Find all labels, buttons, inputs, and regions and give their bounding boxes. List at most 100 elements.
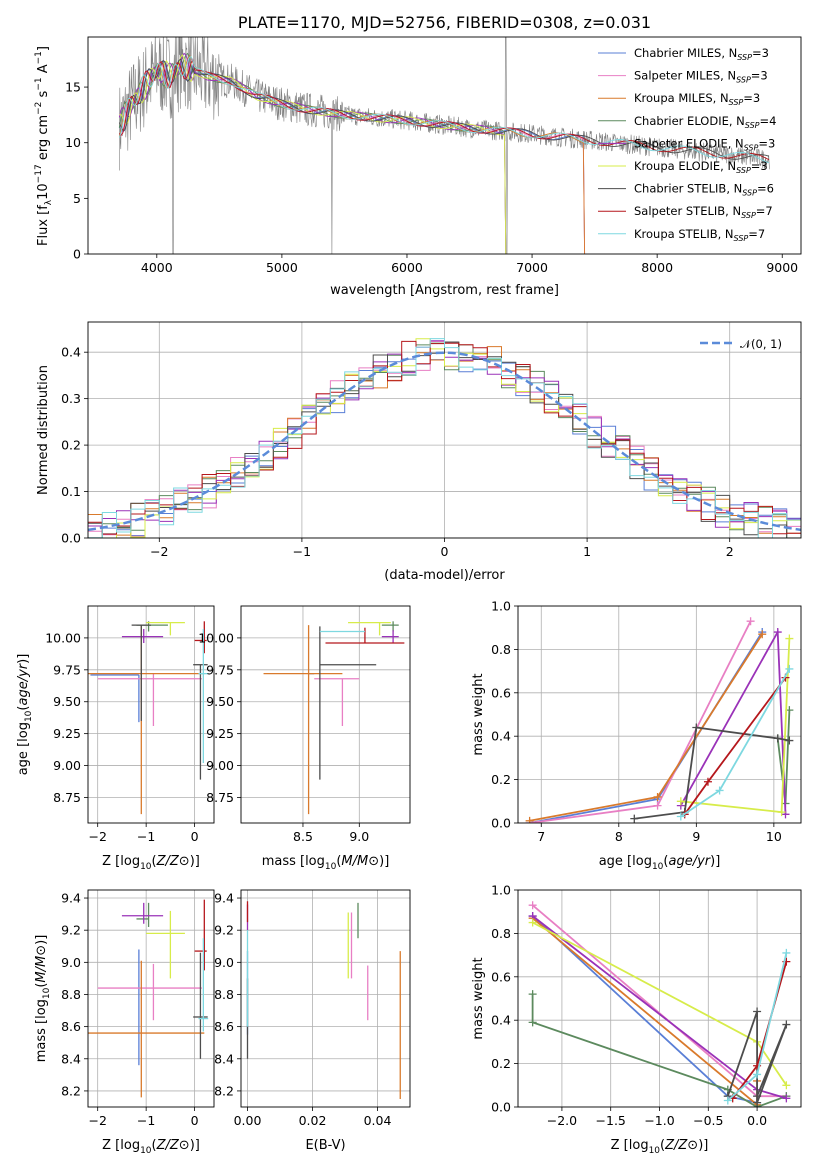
label-sub: 10 [325, 862, 337, 872]
y-tick-label: 0.2 [491, 772, 511, 787]
mass-weight-line [531, 915, 758, 1104]
legend-name: Chabrier MILES, N [634, 46, 737, 60]
y-tick-label: 9.25 [206, 726, 234, 741]
x-tick-label: 2 [726, 544, 734, 559]
legend-sub: SSP [737, 53, 752, 62]
y-tick-label: 8.2 [61, 1083, 81, 1098]
y-tick-label: 9.00 [206, 758, 234, 773]
label-part: 10 [36, 183, 51, 200]
mass_vs_ebv-frame [240, 889, 411, 1108]
spectrum-title: PLATE=1170, MJD=52756, FIBERID=0308, z=0… [238, 13, 651, 32]
x-tick-label: 4000 [141, 260, 173, 275]
mass-weight-marker [715, 786, 724, 795]
mass-weight-marker [785, 634, 794, 643]
legend-name: Chabrier ELODIE, N [634, 114, 745, 128]
residuals-xlabel: (data-model)/error [384, 568, 505, 583]
mass-weight-line [680, 668, 791, 818]
y-tick-label: 0.0 [491, 816, 511, 831]
mass-weight-marker [782, 1094, 791, 1103]
mass-weight-marker [782, 1081, 791, 1090]
label-part: ( [152, 854, 157, 869]
label-part: −1 [34, 77, 44, 90]
legend-tail: =3 [758, 136, 775, 150]
legend-tail: =3 [751, 159, 768, 173]
label-part: −2 [34, 102, 44, 115]
plot-area-mass_weight_vs_Z [518, 890, 801, 1107]
y-tick-label: 0.4 [491, 729, 511, 744]
label-part: A [36, 64, 51, 77]
x-tick-label: −1 [137, 829, 155, 844]
legend-name: Salpeter STELIB, N [634, 204, 741, 218]
x-tick-label: 0 [191, 1113, 199, 1128]
y-tick-label: 9.2 [61, 923, 81, 938]
mass-weight-marker [676, 797, 685, 806]
label-part: ] [36, 46, 51, 51]
model-spectrum-line [118, 52, 507, 254]
x-tick-label: −1 [293, 544, 311, 559]
mass-weight-marker [703, 777, 712, 786]
mass-weight-marker [782, 948, 791, 957]
mass-weight-marker [630, 814, 639, 823]
mass-vs-Z-xlabel: Z [log10(Z/Z⊙)] [102, 1138, 200, 1156]
legend-entry: Salpeter STELIB, NSSP=7 [634, 204, 773, 220]
label-part: ( [152, 1138, 157, 1153]
plot-area-mass_weight_vs_age [518, 606, 801, 823]
label-sub: 10 [140, 862, 152, 872]
y-tick-label: 9.00 [53, 758, 81, 773]
mass-weight-marker [773, 628, 782, 637]
residual-histogram [88, 338, 801, 538]
y-tick-label: 10.00 [198, 630, 234, 645]
plot-area-residuals [88, 322, 801, 538]
legend-name: Kroupa ELODIE, N [634, 159, 736, 173]
label-part: M/M⊙ [34, 945, 49, 983]
y-tick-label: 1.0 [491, 883, 511, 898]
mass-weight-line [680, 638, 791, 814]
y-tick-label: 0.4 [491, 1013, 511, 1028]
label-part: ( [660, 1138, 665, 1153]
label-part: ( [16, 706, 31, 711]
mass-weight-marker [525, 816, 534, 823]
mass-weight-marker [785, 736, 794, 745]
y-tick-label: 8.8 [61, 987, 81, 1002]
y-tick-label: 9.2 [214, 923, 234, 938]
y-tick-label: 0.3 [61, 391, 81, 406]
model-spectrum-line [118, 58, 770, 161]
y-tick-label: 10.00 [45, 630, 81, 645]
x-tick-label: 9.0 [349, 829, 369, 844]
legend-sub: SSP [736, 166, 751, 175]
label-part: )] [710, 854, 720, 869]
label-part: Z [log [611, 1138, 649, 1153]
y-tick-label: 0.6 [491, 685, 511, 700]
y-tick-label: 9.0 [61, 955, 81, 970]
label-sub: 10 [42, 987, 52, 999]
legend-entry: Chabrier MILES, NSSP=3 [634, 46, 769, 62]
label-part: )] [379, 854, 389, 869]
legend-tail: =7 [756, 204, 773, 218]
legend-sub: SSP [744, 143, 759, 152]
x-tick-label: 8000 [641, 260, 673, 275]
mass-weight-marker [528, 918, 537, 927]
observed-spectrum [119, 37, 770, 254]
legend-tail: =3 [743, 91, 760, 105]
spectrum-frame [87, 36, 802, 255]
model-spectrum-line [119, 53, 507, 254]
plot-area-mass_vs_ebv [241, 890, 410, 1107]
mw-Z-xlabel: Z [log10(Z/Z⊙)] [611, 1138, 709, 1156]
mass-vs-Z-ylabel: mass [log10(M/M⊙)] [34, 935, 52, 1063]
label-part: ( [663, 854, 668, 869]
mass-weight-marker [528, 901, 537, 910]
mass-weight-marker [753, 1070, 762, 1079]
label-part: erg cm [36, 115, 51, 164]
mw-age-ylabel: mass weight [471, 673, 486, 755]
mass-weight-marker [676, 812, 685, 821]
x-tick-label: −1.0 [644, 1113, 674, 1128]
legend-sub: SSP [742, 189, 757, 198]
y-tick-label: 8.2 [214, 1083, 234, 1098]
y-tick-label: 1.0 [491, 599, 511, 614]
label-part: Z [log [102, 854, 140, 869]
mass-weight-line [532, 917, 758, 1107]
x-tick-label: 1 [583, 544, 591, 559]
y-tick-label: 9.4 [61, 891, 81, 906]
x-tick-label: 6000 [391, 260, 423, 275]
